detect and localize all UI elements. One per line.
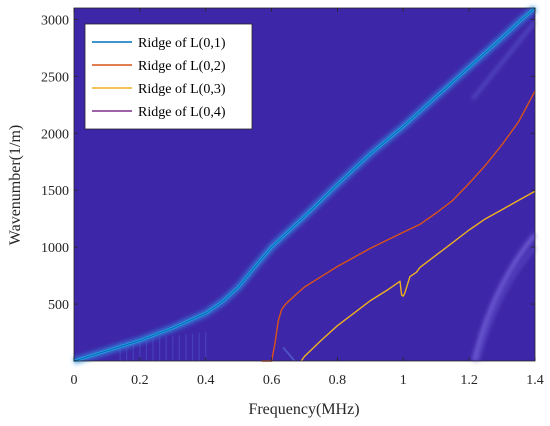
energy-band-upper: [471, 21, 536, 100]
y-tick-label: 1500: [41, 184, 69, 199]
x-tick-label: 1: [400, 373, 407, 388]
y-tick-label: 1000: [41, 241, 69, 256]
y-tick-label: 500: [48, 298, 69, 313]
x-tick-label: 0.6: [263, 373, 281, 388]
y-axis-ticks: 500 1000 1500 2000 2500 3000: [41, 13, 535, 313]
y-tick-label: 2500: [41, 70, 69, 85]
y-tick-label: 2000: [41, 127, 69, 142]
plot-frame: [73, 7, 536, 362]
legend-label-1: Ridge of L(0,1): [138, 36, 226, 51]
energy-band-l04: [472, 233, 537, 362]
legend-label-4: Ridge of L(0,4): [138, 105, 226, 120]
x-tick-label: 0.2: [131, 373, 149, 388]
x-tick-label: 0: [71, 373, 78, 388]
series-line-2: [261, 90, 536, 362]
series-layer: [73, 7, 536, 362]
legend-label-2: Ridge of L(0,2): [138, 59, 226, 74]
energy-band-l04-secondary: [475, 246, 537, 362]
x-tick-label: 1.4: [526, 373, 544, 388]
legend-label-3: Ridge of L(0,3): [138, 82, 226, 97]
x-tick-label: 0.4: [197, 373, 215, 388]
y-tick-label: 3000: [41, 13, 69, 28]
legend: Ridge of L(0,1) Ridge of L(0,2) Ridge of L…: [84, 23, 253, 130]
series-line-3: [300, 190, 536, 362]
energy-spur: [282, 346, 296, 362]
legend-items: Ridge of L(0,1) Ridge of L(0,2) Ridge of L…: [92, 36, 226, 120]
x-tick-label: 0.8: [329, 373, 347, 388]
x-tick-label: 1.2: [460, 373, 478, 388]
x-axis-label: Frequency(MHz): [248, 401, 359, 418]
x-axis-ticks: 0 0.2 0.4 0.6 0.8 1 1.2 1.4: [71, 8, 544, 388]
y-axis-label: Wavenumber(1/m): [7, 125, 24, 245]
series-line-1: [73, 7, 536, 362]
